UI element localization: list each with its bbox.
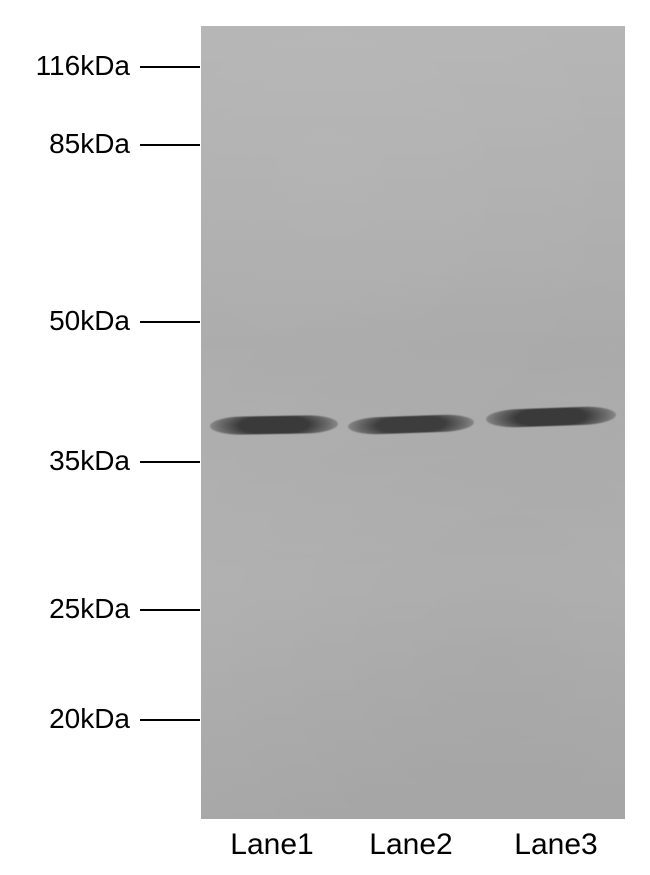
lane-label: Lane1 xyxy=(202,828,342,862)
marker-tick xyxy=(140,321,200,323)
marker-tick xyxy=(140,609,200,611)
marker-label: 20kDa xyxy=(20,703,130,735)
blot-figure: 116kDa85kDa50kDa35kDa25kDa20kDa Lane1Lan… xyxy=(0,0,650,875)
marker-tick xyxy=(140,461,200,463)
lane-label: Lane2 xyxy=(341,828,481,862)
lane-label: Lane3 xyxy=(486,828,626,862)
marker-label: 35kDa xyxy=(20,445,130,477)
marker-tick xyxy=(140,66,200,68)
marker-label: 25kDa xyxy=(20,593,130,625)
marker-label: 50kDa xyxy=(20,305,130,337)
blot-band xyxy=(210,415,338,435)
marker-label: 85kDa xyxy=(20,128,130,160)
marker-tick xyxy=(140,719,200,721)
marker-tick xyxy=(140,144,200,146)
marker-label: 116kDa xyxy=(20,50,130,82)
